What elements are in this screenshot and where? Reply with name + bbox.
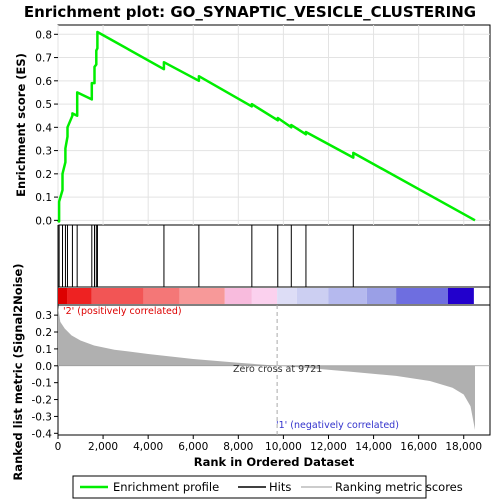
legend-metric-label: Ranking metric scores [335, 480, 463, 494]
legend-hits-label: Hits [269, 480, 291, 494]
x-tick-label-9: 18,000 [445, 441, 482, 453]
metric-tick-label-7: 0.3 [35, 310, 52, 322]
es-tick-label-3: 0.3 [35, 146, 52, 158]
x-tick-label-2: 4,000 [133, 441, 163, 453]
heatmap-segment-5 [224, 288, 252, 304]
heatmap-layer [58, 288, 474, 304]
heatmap-segment-12 [447, 288, 474, 304]
es-tick-label-8: 0.8 [35, 29, 52, 41]
metric-panel-frame [57, 304, 491, 436]
metric-tick-label-6: 0.2 [35, 327, 52, 339]
x-axis-label: Rank in Ordered Dataset [194, 455, 355, 469]
negative-correlation-label: '1' (negatively correlated) [276, 420, 399, 431]
es-gridlines [57, 25, 490, 225]
metric-tick-label-0: -0.4 [32, 428, 53, 440]
heatmap-segment-3 [143, 288, 180, 304]
es-tick-label-0: 0.0 [35, 215, 52, 227]
es-tick-label-5: 0.5 [35, 99, 52, 111]
heatmap-segment-0 [58, 288, 68, 304]
positive-correlation-label: '2' (positively correlated) [63, 306, 182, 317]
es-y-axis-label: Enrichment score (ES) [14, 53, 28, 197]
es-tick-label-6: 0.6 [35, 76, 52, 88]
ranking-metric-area [58, 306, 475, 430]
metric-tick-label-1: -0.3 [32, 411, 53, 423]
axes-layer: 0.0 0.1 0.2 0.3 0.4 0.5 0.6 0.7 0.8 -0.4 -0.3 -0.2 -… [32, 29, 483, 453]
hits-layer [58, 225, 354, 287]
heatmap-segment-8 [296, 288, 329, 304]
legend-enrichment-label: Enrichment profile [113, 480, 219, 494]
es-tick-label-7: 0.7 [35, 53, 52, 65]
heatmap-segment-2 [91, 288, 144, 304]
es-layer [57, 30, 476, 223]
enrichment-profile-line [57, 30, 476, 223]
x-tick-label-1: 2,000 [88, 441, 118, 453]
heatmap-segment-11 [396, 288, 448, 304]
metric-tick-label-2: -0.2 [32, 395, 53, 407]
metric-tick-label-4: 0.0 [35, 361, 52, 373]
heatmap-segment-9 [328, 288, 367, 304]
metric-tick-label-3: -0.1 [32, 378, 53, 390]
heatmap-segment-4 [179, 288, 225, 304]
x-tick-label-7: 14,000 [355, 441, 392, 453]
heatmap-segment-7 [277, 288, 297, 304]
x-tick-label-4: 8,000 [223, 441, 253, 453]
heatmap-segment-10 [366, 288, 397, 304]
legend: Enrichment profile Hits Ranking metric s… [72, 475, 463, 499]
es-tick-label-1: 0.1 [35, 192, 52, 204]
x-tick-label-3: 6,000 [178, 441, 208, 453]
metric-layer [58, 305, 490, 435]
heatmap-segment-6 [251, 288, 278, 304]
chart-title: Enrichment plot: GO_SYNAPTIC_VESICLE_CLU… [24, 3, 476, 21]
es-tick-label-2: 0.2 [35, 169, 52, 181]
zero-cross-label: Zero cross at 9721 [233, 364, 322, 375]
metric-y-axis-label: Ranked list metric (Signal2Noise) [11, 263, 25, 480]
heatmap-segment-1 [67, 288, 92, 304]
x-tick-label-0: 0 [55, 441, 62, 453]
x-tick-label-8: 16,000 [400, 441, 437, 453]
metric-tick-label-5: 0.1 [35, 344, 52, 356]
x-tick-label-6: 12,000 [310, 441, 347, 453]
x-tick-label-5: 10,000 [265, 441, 302, 453]
es-tick-label-4: 0.4 [35, 122, 52, 134]
